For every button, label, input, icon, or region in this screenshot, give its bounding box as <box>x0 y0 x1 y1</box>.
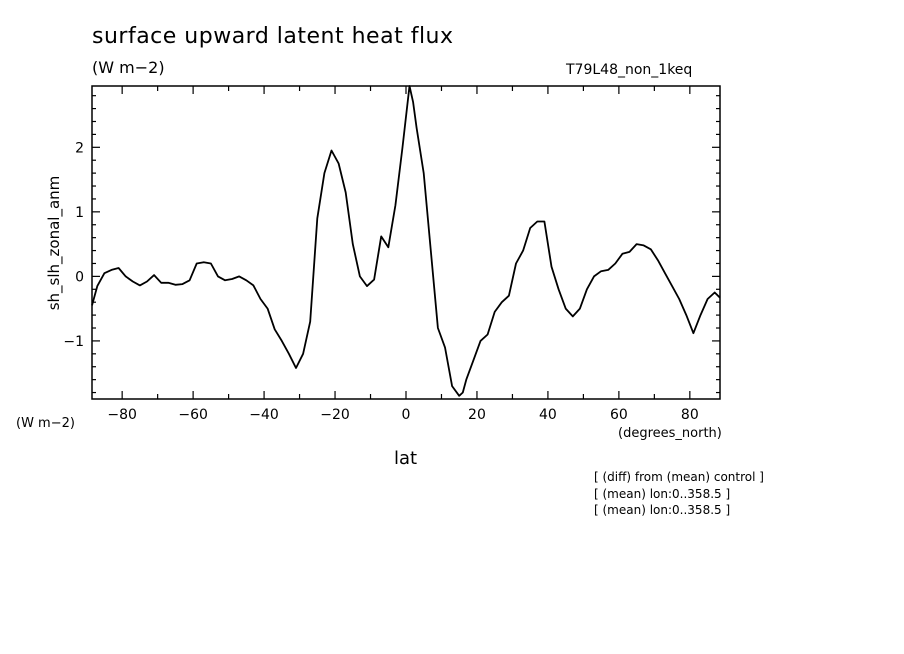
mean-lon-note-2: [ (mean) lon:0..358.5 ] <box>594 503 731 517</box>
y-tick-label: 2 <box>75 140 84 156</box>
plot-frame <box>91 85 721 400</box>
chart-units: (W m−2) <box>92 58 165 77</box>
x-tick-label: 40 <box>539 407 557 423</box>
run-label: T79L48_non_1keq <box>566 62 693 78</box>
x-tick-label: −80 <box>107 407 137 423</box>
x-axis-label: lat <box>394 448 418 469</box>
x-tick-label: −20 <box>320 407 350 423</box>
y-tick-label: 1 <box>75 205 84 221</box>
x-axis-units: (degrees_north) <box>618 426 722 441</box>
mean-lon-note-1: [ (mean) lon:0..358.5 ] <box>594 487 731 501</box>
x-tick-label: 0 <box>402 407 411 423</box>
series-line <box>91 85 721 397</box>
y-axis-units: (W m−2) <box>16 416 75 431</box>
diff-note: [ (diff) from (mean) control ] <box>594 470 764 484</box>
chart-title: surface upward latent heat flux <box>92 24 454 49</box>
x-tick-label: −40 <box>249 407 279 423</box>
y-tick-label: 0 <box>75 269 84 285</box>
x-tick-label: −60 <box>178 407 208 423</box>
x-tick-label: 80 <box>681 407 699 423</box>
x-tick-label: 20 <box>468 407 486 423</box>
y-tick-label: −1 <box>63 334 84 350</box>
x-tick-label: 60 <box>610 407 628 423</box>
